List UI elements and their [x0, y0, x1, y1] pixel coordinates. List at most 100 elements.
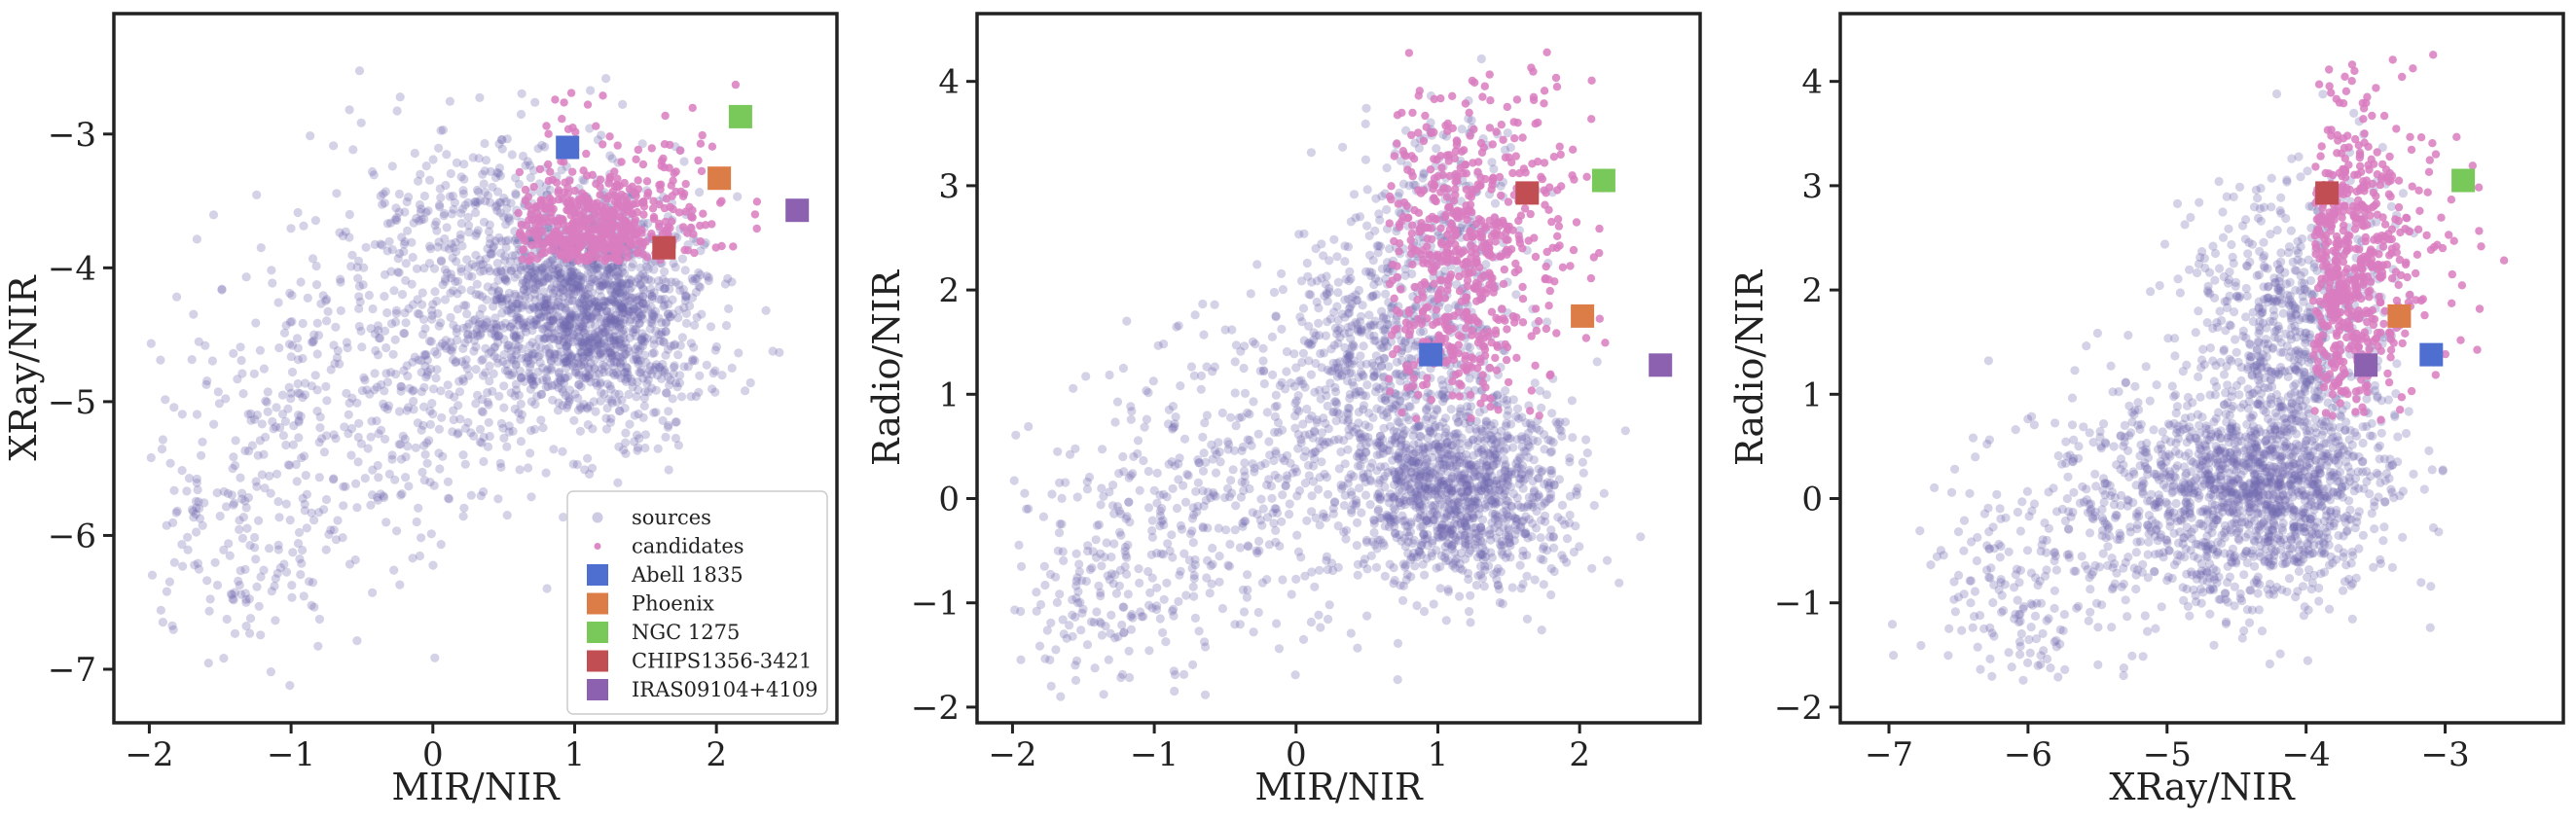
source-point	[634, 409, 643, 419]
source-point	[604, 334, 615, 343]
source-point	[236, 355, 246, 366]
source-point	[572, 459, 582, 470]
source-point	[623, 370, 633, 379]
source-point	[637, 334, 647, 343]
source-point	[328, 475, 339, 484]
source-point	[597, 130, 606, 140]
source-point	[414, 503, 423, 513]
candidate-point	[621, 232, 630, 241]
source-point	[331, 535, 341, 545]
source-point	[611, 350, 621, 360]
source-point	[1351, 290, 1361, 300]
source-point	[1401, 575, 1411, 585]
source-point	[620, 375, 631, 384]
source-point	[395, 248, 405, 259]
source-point	[1362, 185, 1372, 195]
legend-marker-ngc	[587, 622, 608, 643]
source-point	[568, 296, 578, 305]
source-point	[608, 362, 618, 372]
source-point	[620, 268, 630, 278]
source-point	[530, 315, 541, 325]
source-point	[381, 342, 391, 353]
source-point	[1435, 584, 1445, 593]
candidate-point	[620, 192, 629, 201]
candidate-point	[580, 192, 590, 200]
source-point	[599, 338, 609, 347]
source-point	[539, 335, 549, 344]
source-point	[631, 293, 640, 303]
source-point	[522, 352, 531, 362]
candidate-point	[634, 185, 643, 194]
source-point	[1369, 372, 1379, 381]
source-point	[348, 145, 358, 155]
source-point	[376, 425, 386, 435]
source-point	[217, 285, 227, 295]
source-point	[1198, 466, 1209, 476]
source-point	[1434, 390, 1444, 400]
candidate-point	[731, 80, 741, 89]
source-point	[645, 362, 655, 372]
source-point	[653, 371, 663, 380]
source-point	[417, 204, 426, 214]
source-point	[519, 285, 528, 295]
source-point	[436, 318, 446, 328]
source-point	[442, 343, 452, 353]
source-point	[419, 441, 429, 450]
source-point	[666, 341, 676, 351]
source-point	[662, 388, 671, 398]
source-point	[618, 284, 628, 294]
source-point	[639, 275, 649, 285]
source-point	[554, 398, 563, 408]
source-point	[387, 161, 397, 171]
source-point	[651, 408, 661, 417]
source-point	[484, 227, 494, 236]
source-point	[669, 258, 678, 268]
source-point	[241, 272, 251, 282]
source-point	[495, 266, 506, 275]
source-point	[506, 198, 516, 208]
source-point	[647, 383, 657, 393]
source-point	[543, 299, 553, 308]
source-point	[519, 284, 529, 294]
candidate-point	[521, 236, 529, 245]
source-point	[202, 376, 212, 386]
source-point	[654, 363, 664, 373]
source-point	[578, 352, 588, 362]
source-point	[191, 496, 200, 506]
candidate-point	[675, 146, 685, 155]
source-point	[605, 417, 616, 427]
source-point	[407, 237, 417, 247]
source-point	[493, 332, 503, 341]
source-point	[395, 92, 405, 102]
source-point	[582, 314, 592, 324]
source-point	[319, 505, 329, 515]
source-point	[419, 350, 429, 360]
source-point	[525, 304, 534, 314]
source-point	[408, 386, 417, 396]
source-point	[661, 318, 671, 328]
source-point	[640, 443, 650, 453]
source-point	[546, 335, 556, 344]
candidate-point	[632, 155, 640, 163]
source-point	[640, 299, 651, 308]
source-point	[244, 594, 254, 604]
source-point	[454, 276, 463, 286]
source-point	[418, 420, 428, 430]
source-point	[485, 376, 494, 386]
source-point	[660, 267, 670, 276]
source-point	[1446, 405, 1456, 414]
source-point	[1483, 478, 1493, 487]
source-point	[380, 292, 389, 302]
source-point	[584, 301, 594, 310]
source-point	[478, 260, 488, 269]
source-point	[1482, 474, 1492, 483]
source-point	[581, 374, 591, 383]
source-point	[595, 369, 604, 378]
source-point	[620, 286, 630, 296]
source-point	[172, 506, 182, 516]
source-point	[1501, 386, 1510, 396]
source-point	[647, 308, 657, 319]
source-point	[192, 410, 202, 419]
source-point	[438, 451, 448, 461]
source-point	[1599, 488, 1609, 498]
